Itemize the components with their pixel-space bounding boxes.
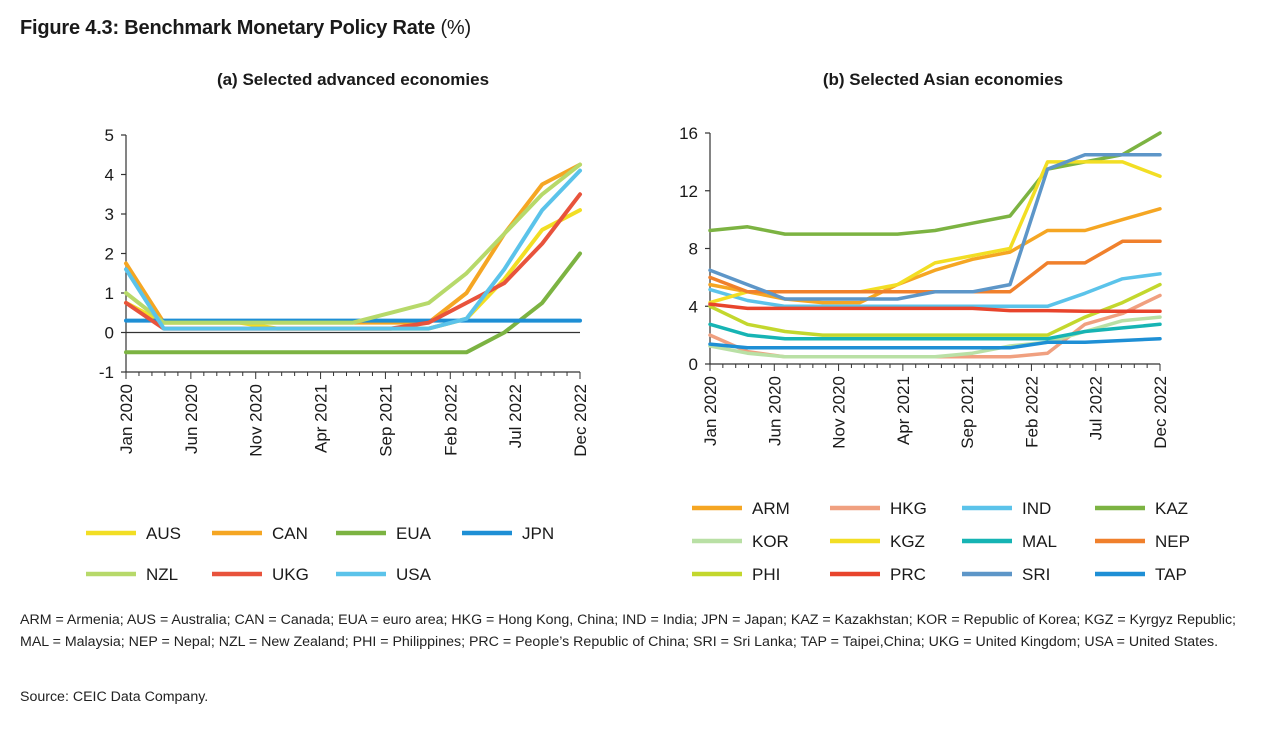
legend-label-aus: AUS (146, 524, 181, 543)
legend-label-arm: ARM (752, 499, 790, 518)
chart-0: -1 0 1 2 3 4 5 Jan 2020 Jun 2020 Nov 2020 Apr 2021… (99, 126, 590, 457)
y-tick-label: 16 (679, 124, 698, 143)
legend-label-ukg: UKG (272, 565, 309, 584)
legend-label-prc: PRC (890, 565, 926, 584)
y-tick-label: 1 (105, 284, 114, 303)
figure-title: Figure 4.3: Benchmark Monetary Policy Ra… (20, 17, 471, 40)
series-line-nep (708, 239, 1162, 294)
legend-label-nzl: NZL (146, 565, 178, 584)
panel-a-title: (a) Selected advanced economies (216, 70, 490, 89)
x-tick-label: Dec 2022 (1151, 376, 1170, 449)
series-line-ind (708, 272, 1162, 309)
y-tick-label: 5 (105, 126, 114, 145)
series-line-usa (124, 168, 582, 331)
series-line-nzl (124, 162, 582, 325)
legend-label-jpn: JPN (522, 524, 554, 543)
chart-1: 0 4 8 12 16 Jan 2020 Jun 2020 Nov 2020 Apr 2021 S… (679, 124, 1170, 449)
series-line-phi (708, 282, 1162, 337)
series-line-tap (708, 336, 1162, 350)
x-tick-label: Apr 2021 (312, 384, 331, 453)
y-tick-label: 8 (689, 240, 698, 259)
y-tick-label: 0 (105, 324, 114, 343)
series-line-kaz (708, 131, 1162, 236)
series-line-sri (708, 152, 1162, 301)
y-tick-label: 3 (105, 205, 114, 224)
legend-label-can: CAN (272, 524, 308, 543)
y-tick-label: 4 (689, 297, 698, 316)
legend-label-mal: MAL (1022, 532, 1057, 551)
x-tick-label: Nov 2020 (830, 376, 849, 449)
legend-label-usa: USA (396, 565, 432, 584)
y-tick-label: 2 (105, 245, 114, 264)
legend-0: AUS CAN EUA JPN NZL UKG USA (86, 524, 554, 584)
panel-b-title: (b) Selected Asian economies (822, 70, 1064, 89)
legend-label-kaz: KAZ (1155, 499, 1188, 518)
series-line-prc (708, 302, 1162, 314)
footnote: ARM = Armenia; AUS = Australia; CAN = Ca… (20, 612, 1237, 650)
y-tick-label: -1 (99, 363, 114, 382)
x-tick-label: Feb 2022 (1022, 376, 1041, 448)
series-line-mal (708, 322, 1162, 341)
x-tick-label: Apr 2021 (894, 376, 913, 445)
legend-1: ARM HKG IND KAZ KOR KGZ MAL NEP PHI PRC SRI TAP (692, 499, 1190, 584)
y-tick-label: 12 (679, 182, 698, 201)
legend-label-kor: KOR (752, 532, 789, 551)
x-tick-label: Jun 2020 (182, 384, 201, 454)
legend-label-phi: PHI (752, 565, 780, 584)
source-note: Source: CEIC Data Company. (20, 689, 209, 705)
series-line-can (124, 162, 582, 325)
series-line-ukg (124, 192, 582, 331)
legend-label-tap: TAP (1155, 565, 1187, 584)
y-tick-label: 4 (105, 166, 114, 185)
legend-label-ind: IND (1022, 499, 1051, 518)
legend-label-kgz: KGZ (890, 532, 925, 551)
x-tick-label: Sep 2021 (376, 384, 395, 457)
x-tick-label: Sep 2021 (958, 376, 977, 449)
series-line-eua (124, 251, 582, 355)
x-tick-label: Nov 2020 (247, 384, 266, 457)
x-tick-label: Dec 2022 (571, 384, 590, 457)
legend-label-eua: EUA (396, 524, 432, 543)
x-tick-label: Jan 2020 (701, 376, 720, 446)
legend-label-nep: NEP (1155, 532, 1190, 551)
x-tick-label: Jul 2022 (1087, 376, 1106, 440)
x-tick-label: Jun 2020 (765, 376, 784, 446)
figure-title-text: Figure 4.3: Benchmark Monetary Policy Ra… (20, 17, 436, 39)
figure-title-unit: (%) (440, 17, 471, 39)
legend-label-hkg: HKG (890, 499, 927, 518)
x-tick-label: Jul 2022 (506, 384, 525, 448)
y-tick-label: 0 (689, 355, 698, 374)
x-tick-label: Jan 2020 (117, 384, 136, 454)
legend-label-sri: SRI (1022, 565, 1050, 584)
x-tick-label: Feb 2022 (441, 384, 460, 456)
